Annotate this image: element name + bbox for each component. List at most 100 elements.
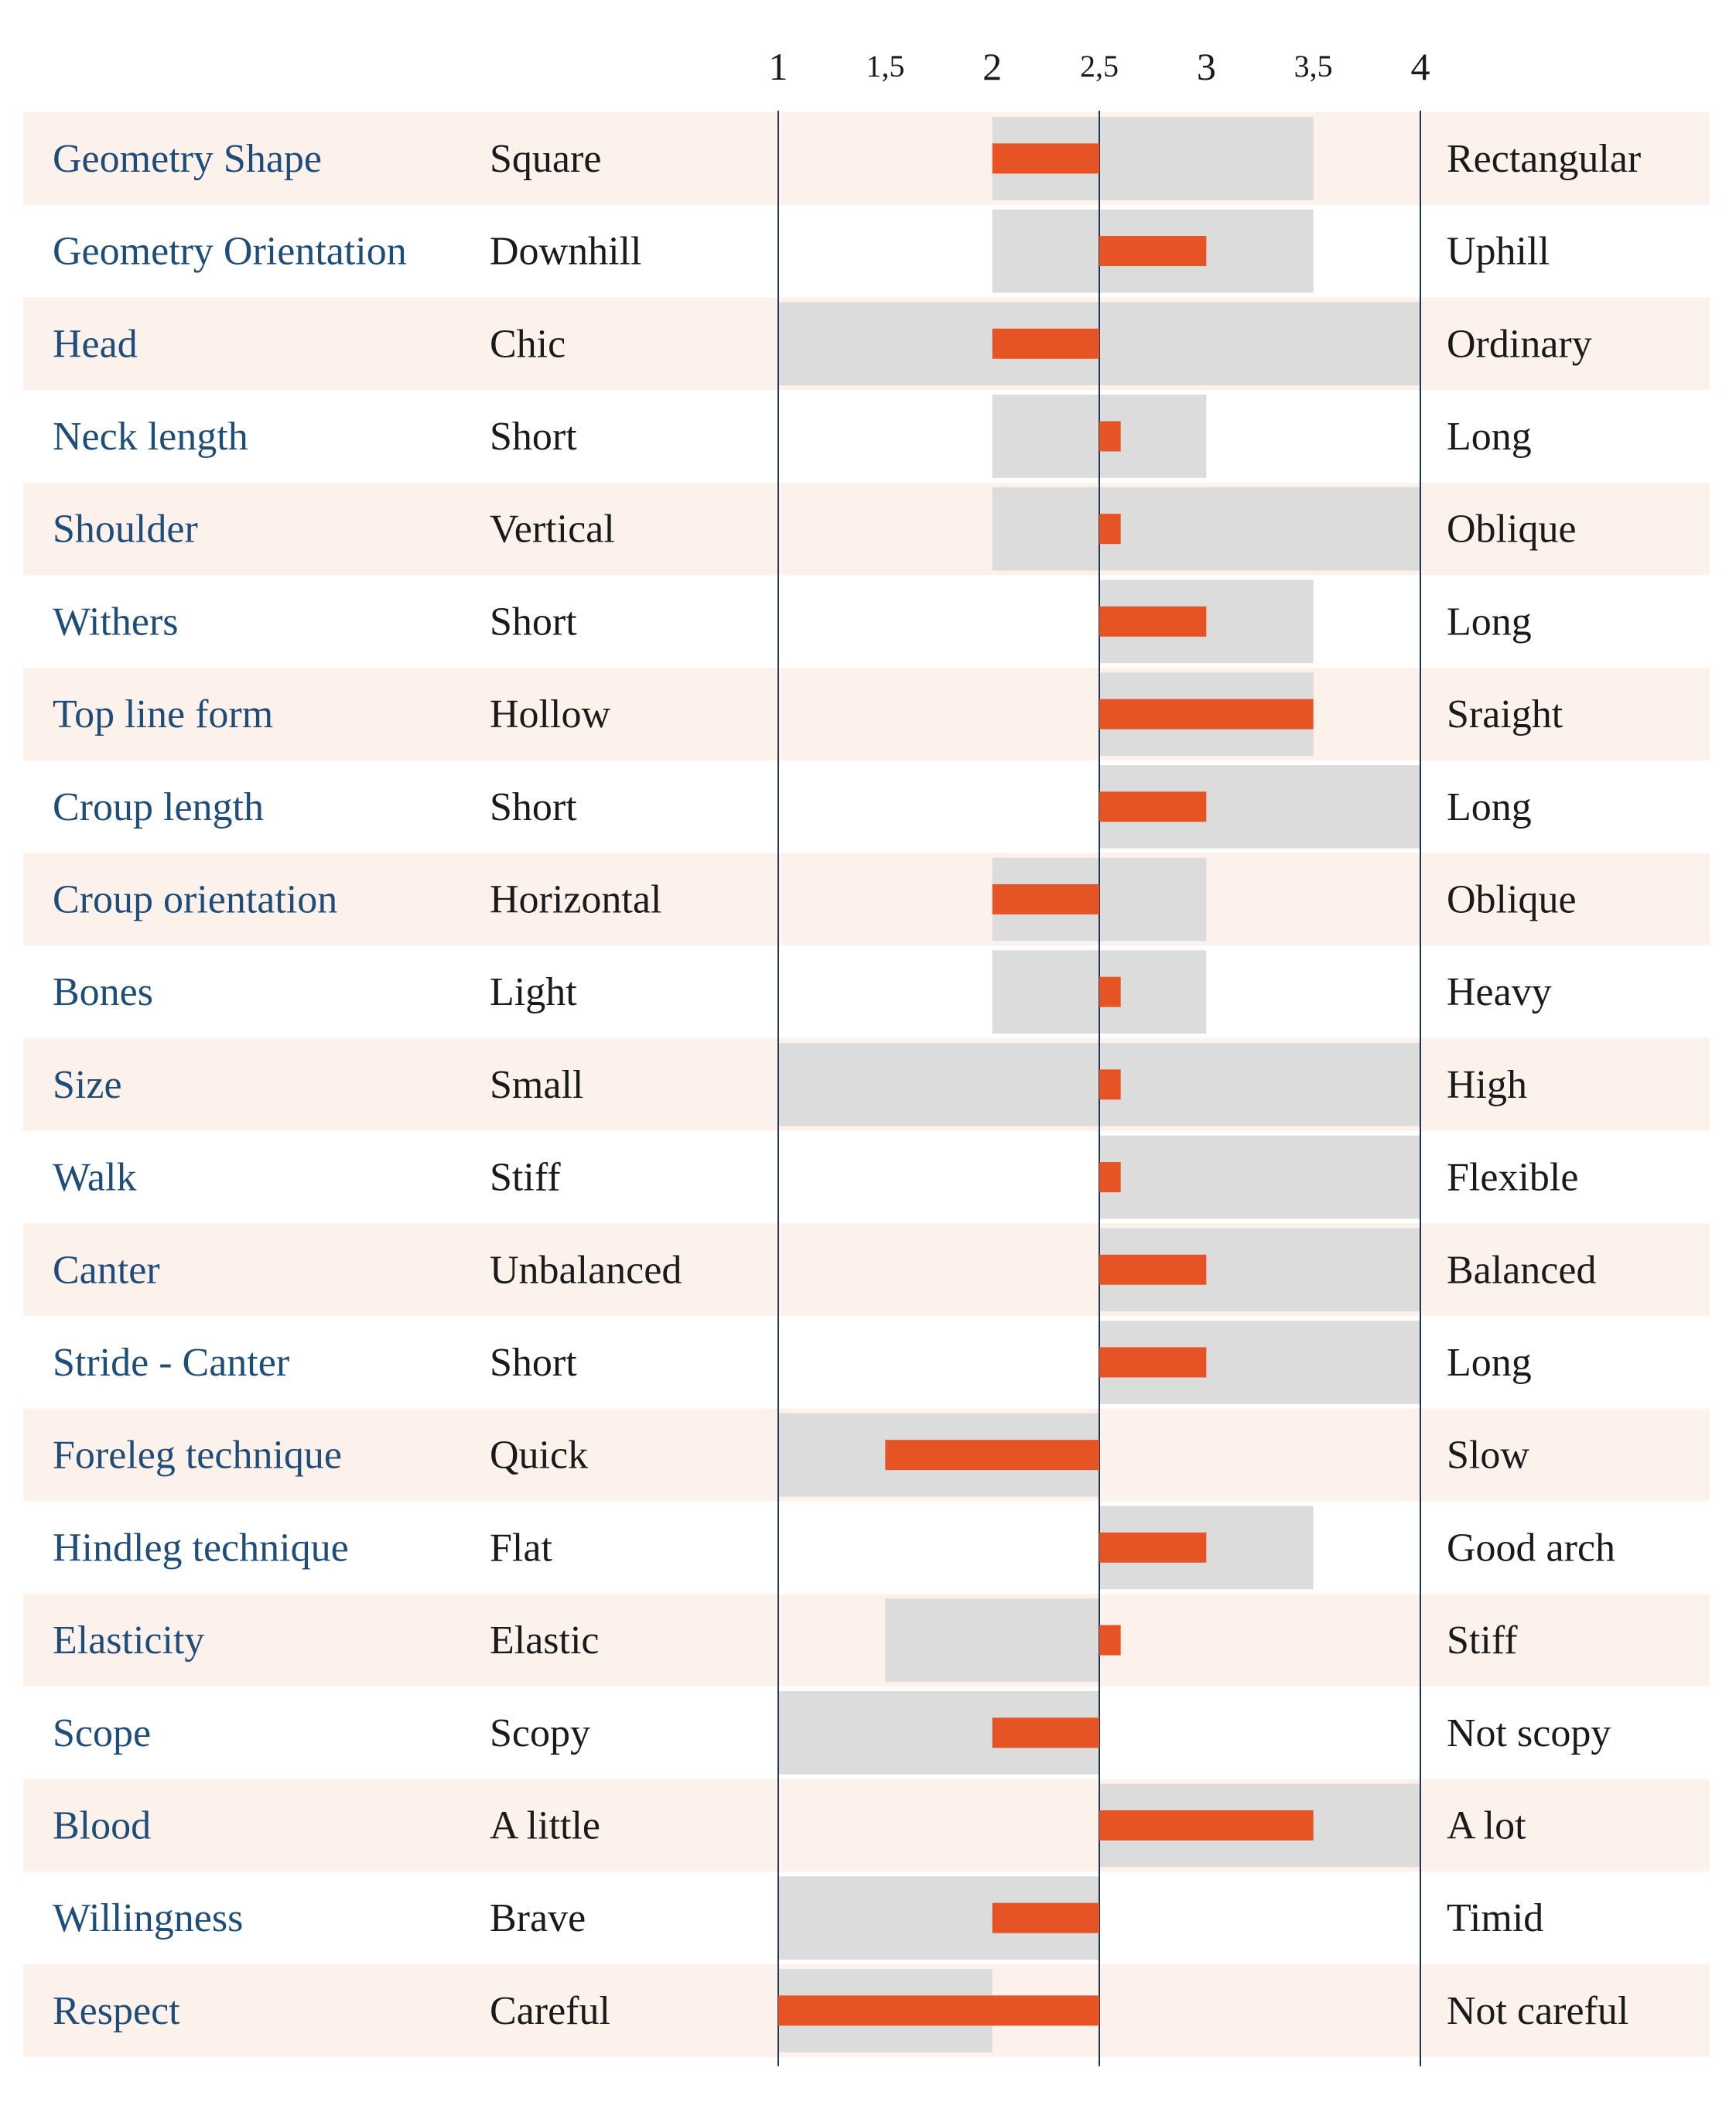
range-bar (992, 487, 1420, 571)
row-stripe (23, 668, 1710, 760)
tick-label: 1 (769, 45, 788, 88)
range-bar (1099, 1135, 1420, 1219)
tick-label: 3,5 (1294, 49, 1333, 84)
value-bar (1099, 1162, 1121, 1193)
value-bar (992, 328, 1099, 359)
row-stripe (23, 1223, 1710, 1317)
low-label: Light (490, 970, 577, 1014)
low-label: Short (490, 600, 577, 644)
low-label: Flat (490, 1526, 552, 1570)
high-label: A lot (1447, 1803, 1526, 1847)
value-bar (1099, 236, 1207, 267)
high-label: Long (1447, 1341, 1532, 1385)
trait-label: Elasticity (53, 1618, 204, 1663)
trait-label: Canter (53, 1248, 160, 1292)
high-label: Rectangular (1447, 137, 1641, 181)
trait-label: Stride - Canter (53, 1341, 289, 1385)
trait-label: Croup length (53, 785, 264, 829)
value-bar (1099, 1254, 1207, 1285)
value-bar (1099, 1810, 1314, 1841)
range-bar (885, 1598, 1099, 1682)
row-stripe (23, 853, 1710, 946)
low-label: Short (490, 415, 577, 459)
low-label: Square (490, 137, 601, 181)
value-bar (1099, 1625, 1121, 1656)
trait-label: Geometry Orientation (53, 230, 407, 274)
low-label: Elastic (490, 1618, 600, 1663)
trait-label: Willingness (53, 1896, 243, 1940)
tick-label: 1,5 (866, 49, 904, 84)
high-label: Heavy (1447, 970, 1552, 1014)
trait-label: Blood (53, 1803, 151, 1847)
trait-label: Shoulder (53, 508, 198, 552)
high-label: Not careful (1447, 1989, 1628, 2033)
tick-label: 3 (1197, 45, 1216, 88)
trait-label: Withers (53, 600, 179, 644)
high-label: High (1447, 1063, 1527, 1107)
high-label: Long (1447, 415, 1532, 459)
high-label: Balanced (1447, 1248, 1596, 1292)
value-bars (778, 143, 1314, 2026)
high-label: Not scopy (1447, 1711, 1611, 1755)
low-label: Quick (490, 1434, 588, 1478)
trait-label: Respect (53, 1989, 180, 2033)
value-bar (885, 1440, 1099, 1471)
low-label: Stiff (490, 1156, 561, 1200)
trait-label: Head (53, 322, 138, 366)
row-stripe (23, 112, 1710, 205)
low-label: Small (490, 1063, 583, 1107)
value-bar (1099, 606, 1207, 637)
trait-label: Geometry Shape (53, 137, 322, 181)
trait-label: Hindleg technique (53, 1526, 349, 1570)
high-label: Ordinary (1447, 322, 1592, 366)
low-label: Horizontal (490, 877, 661, 921)
high-label: Long (1447, 600, 1532, 644)
trait-label: Neck length (53, 415, 248, 459)
value-bar (778, 1995, 1099, 2026)
trait-label: Size (53, 1063, 122, 1107)
low-label: Chic (490, 322, 566, 366)
value-bar (1099, 976, 1121, 1007)
high-label: Good arch (1447, 1526, 1615, 1570)
value-bar (1099, 514, 1121, 545)
low-label: Short (490, 1341, 577, 1385)
low-label: Vertical (490, 508, 615, 552)
value-bar (1099, 1069, 1121, 1100)
row-stripe (23, 1594, 1710, 1687)
high-label: Timid (1447, 1896, 1543, 1940)
low-label: Hollow (490, 692, 610, 737)
trait-label: Top line form (53, 692, 273, 737)
tick-label: 2 (982, 45, 1002, 88)
trait-label: Walk (53, 1156, 136, 1200)
value-bar (1099, 1347, 1207, 1378)
high-label: Sraight (1447, 692, 1563, 737)
high-label: Oblique (1447, 877, 1577, 921)
low-label: Brave (490, 1896, 586, 1940)
high-label: Stiff (1447, 1618, 1518, 1663)
value-bar (992, 1902, 1099, 1933)
low-label: Scopy (490, 1711, 590, 1755)
trait-label: Bones (53, 970, 153, 1014)
value-bar (992, 143, 1099, 174)
low-label: Downhill (490, 230, 641, 274)
trait-label: Croup orientation (53, 877, 337, 921)
high-label: Long (1447, 785, 1532, 829)
value-bar (1099, 421, 1121, 452)
high-label: Uphill (1447, 230, 1550, 274)
high-label: Oblique (1447, 508, 1577, 552)
low-label: Careful (490, 1989, 610, 2033)
value-bar (992, 884, 1099, 914)
row-labels: Geometry Shape Square Rectangular Geometry … (53, 137, 1641, 2033)
value-bar (992, 1717, 1099, 1748)
low-label: A little (490, 1803, 600, 1847)
low-label: Unbalanced (490, 1248, 682, 1292)
value-bar (1099, 1532, 1207, 1563)
trait-label: Foreleg technique (53, 1434, 342, 1478)
low-label: Short (490, 785, 577, 829)
row-stripe (23, 1779, 1710, 1872)
high-label: Flexible (1447, 1156, 1578, 1200)
row-stripe (23, 482, 1710, 576)
tick-label: 2,5 (1080, 49, 1119, 84)
high-label: Slow (1447, 1434, 1529, 1478)
